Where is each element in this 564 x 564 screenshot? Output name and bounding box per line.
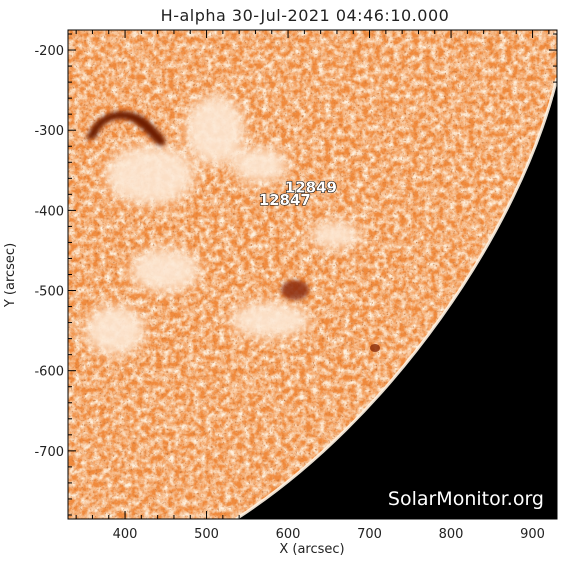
- x-axis-ticks: 400 500 600 700 800 900: [75, 30, 550, 542]
- plage-regions: [85, 95, 360, 355]
- x-tick-label: 500: [194, 527, 219, 542]
- active-region-label: 12849: [285, 179, 337, 197]
- plot-title: H-alpha 30-Jul-2021 04:46:10.000: [161, 6, 450, 25]
- image-area: [68, 30, 557, 519]
- x-tick-label: 700: [357, 527, 382, 542]
- dark-feature-small: [370, 344, 380, 352]
- y-tick-label: -300: [34, 124, 64, 139]
- solar-limb: [235, 77, 557, 519]
- watermark: SolarMonitor.org: [388, 488, 544, 510]
- y-tick-label: -700: [34, 445, 64, 460]
- space-beyond-limb: [236, 78, 557, 519]
- y-axis-ticks: -200 -300 -400 -500 -600 -700: [34, 33, 557, 516]
- x-axis-label: X (arcsec): [279, 542, 344, 557]
- y-tick-label: -600: [34, 365, 64, 380]
- x-tick-label: 900: [520, 527, 545, 542]
- y-tick-label: -500: [34, 285, 64, 300]
- x-tick-label: 600: [276, 527, 301, 542]
- dark-feature: [281, 280, 309, 300]
- y-tick-label: -400: [34, 204, 64, 219]
- y-axis-label: Y (arcsec): [3, 243, 18, 308]
- y-tick-label: -200: [34, 44, 64, 59]
- x-tick-label: 400: [113, 527, 138, 542]
- active-region-label: 12847: [259, 191, 311, 209]
- dark-filament: [86, 111, 166, 146]
- x-tick-label: 800: [439, 527, 464, 542]
